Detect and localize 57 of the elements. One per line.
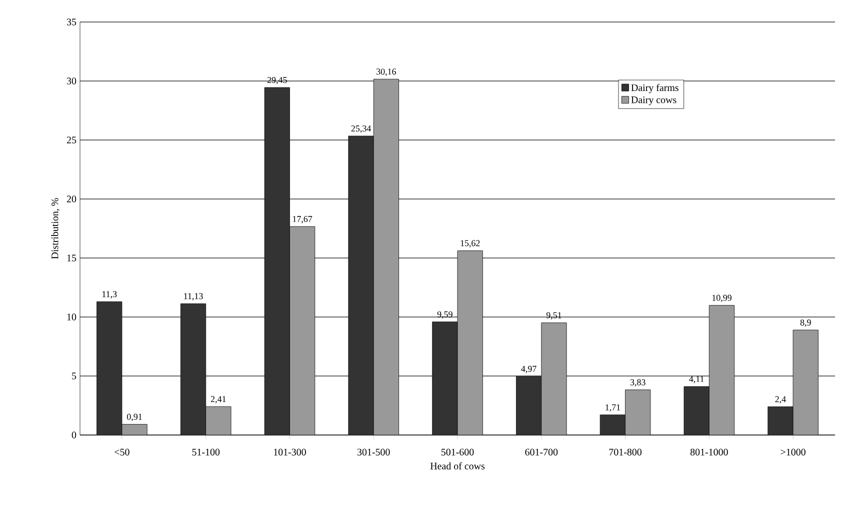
- x-tick-label: >1000: [780, 448, 806, 456]
- data-label: 3,83: [630, 379, 646, 387]
- data-label: 30,16: [376, 68, 396, 76]
- data-label: 9,59: [437, 311, 452, 319]
- bar: [516, 376, 542, 435]
- legend-label: Dairy farms: [631, 84, 678, 94]
- bar: [768, 406, 794, 435]
- data-label: 29,45: [267, 76, 287, 84]
- x-tick-label: 801-1000: [690, 448, 728, 456]
- bar: [684, 386, 710, 435]
- y-tick-label: 15: [67, 254, 76, 262]
- bar: [432, 322, 458, 435]
- data-label: 4,11: [689, 376, 704, 384]
- x-tick-label: 601-700: [525, 448, 558, 456]
- bar: [122, 424, 148, 435]
- x-axis-title: Head of cows: [430, 462, 485, 470]
- bar: [625, 390, 650, 435]
- y-tick-label: 35: [67, 18, 76, 26]
- data-label: 2,41: [210, 396, 226, 404]
- data-label: 17,67: [293, 216, 312, 224]
- bar: [180, 304, 206, 435]
- bar: [96, 302, 122, 435]
- y-axis-title: Distribution, %: [51, 198, 60, 259]
- y-tick-label: 20: [66, 196, 76, 202]
- bar: [374, 79, 399, 435]
- y-tick-label: 30: [67, 78, 76, 84]
- x-tick-label: 501-600: [441, 448, 474, 456]
- bar: [206, 406, 231, 435]
- bar: [709, 305, 734, 435]
- x-tick-label: 51-100: [192, 448, 220, 456]
- data-label: 15,62: [460, 240, 480, 248]
- data-label: 2,4: [775, 396, 786, 404]
- y-tick-label: 25: [66, 136, 76, 144]
- bar: [792, 330, 818, 435]
- data-label: 10,99: [712, 294, 732, 302]
- y-tick-label: 10: [67, 314, 76, 320]
- x-tick-label: <50: [114, 448, 130, 456]
- data-label: 11,13: [184, 293, 203, 300]
- data-label: 11,3: [102, 291, 117, 298]
- bar: [348, 136, 374, 435]
- bar: [600, 414, 626, 435]
- data-label: 9,51: [546, 312, 562, 320]
- x-tick-label: 701-800: [609, 448, 642, 456]
- bar: [458, 250, 483, 435]
- data-label: 1,71: [606, 404, 620, 412]
- y-tick-label: 5: [72, 372, 76, 380]
- y-tick-label: 0: [72, 432, 76, 438]
- data-label: 8,9: [800, 319, 811, 327]
- legend-label: Dairy cows: [631, 96, 676, 106]
- bar: [264, 87, 290, 435]
- bar: [541, 322, 567, 435]
- data-label: 25,34: [351, 125, 371, 133]
- data-label: 4,97: [521, 366, 536, 374]
- data-label: 0,91: [127, 414, 142, 422]
- x-tick-label: 301-500: [357, 448, 390, 456]
- x-tick-label: 101-300: [274, 448, 306, 456]
- bar: [290, 226, 315, 435]
